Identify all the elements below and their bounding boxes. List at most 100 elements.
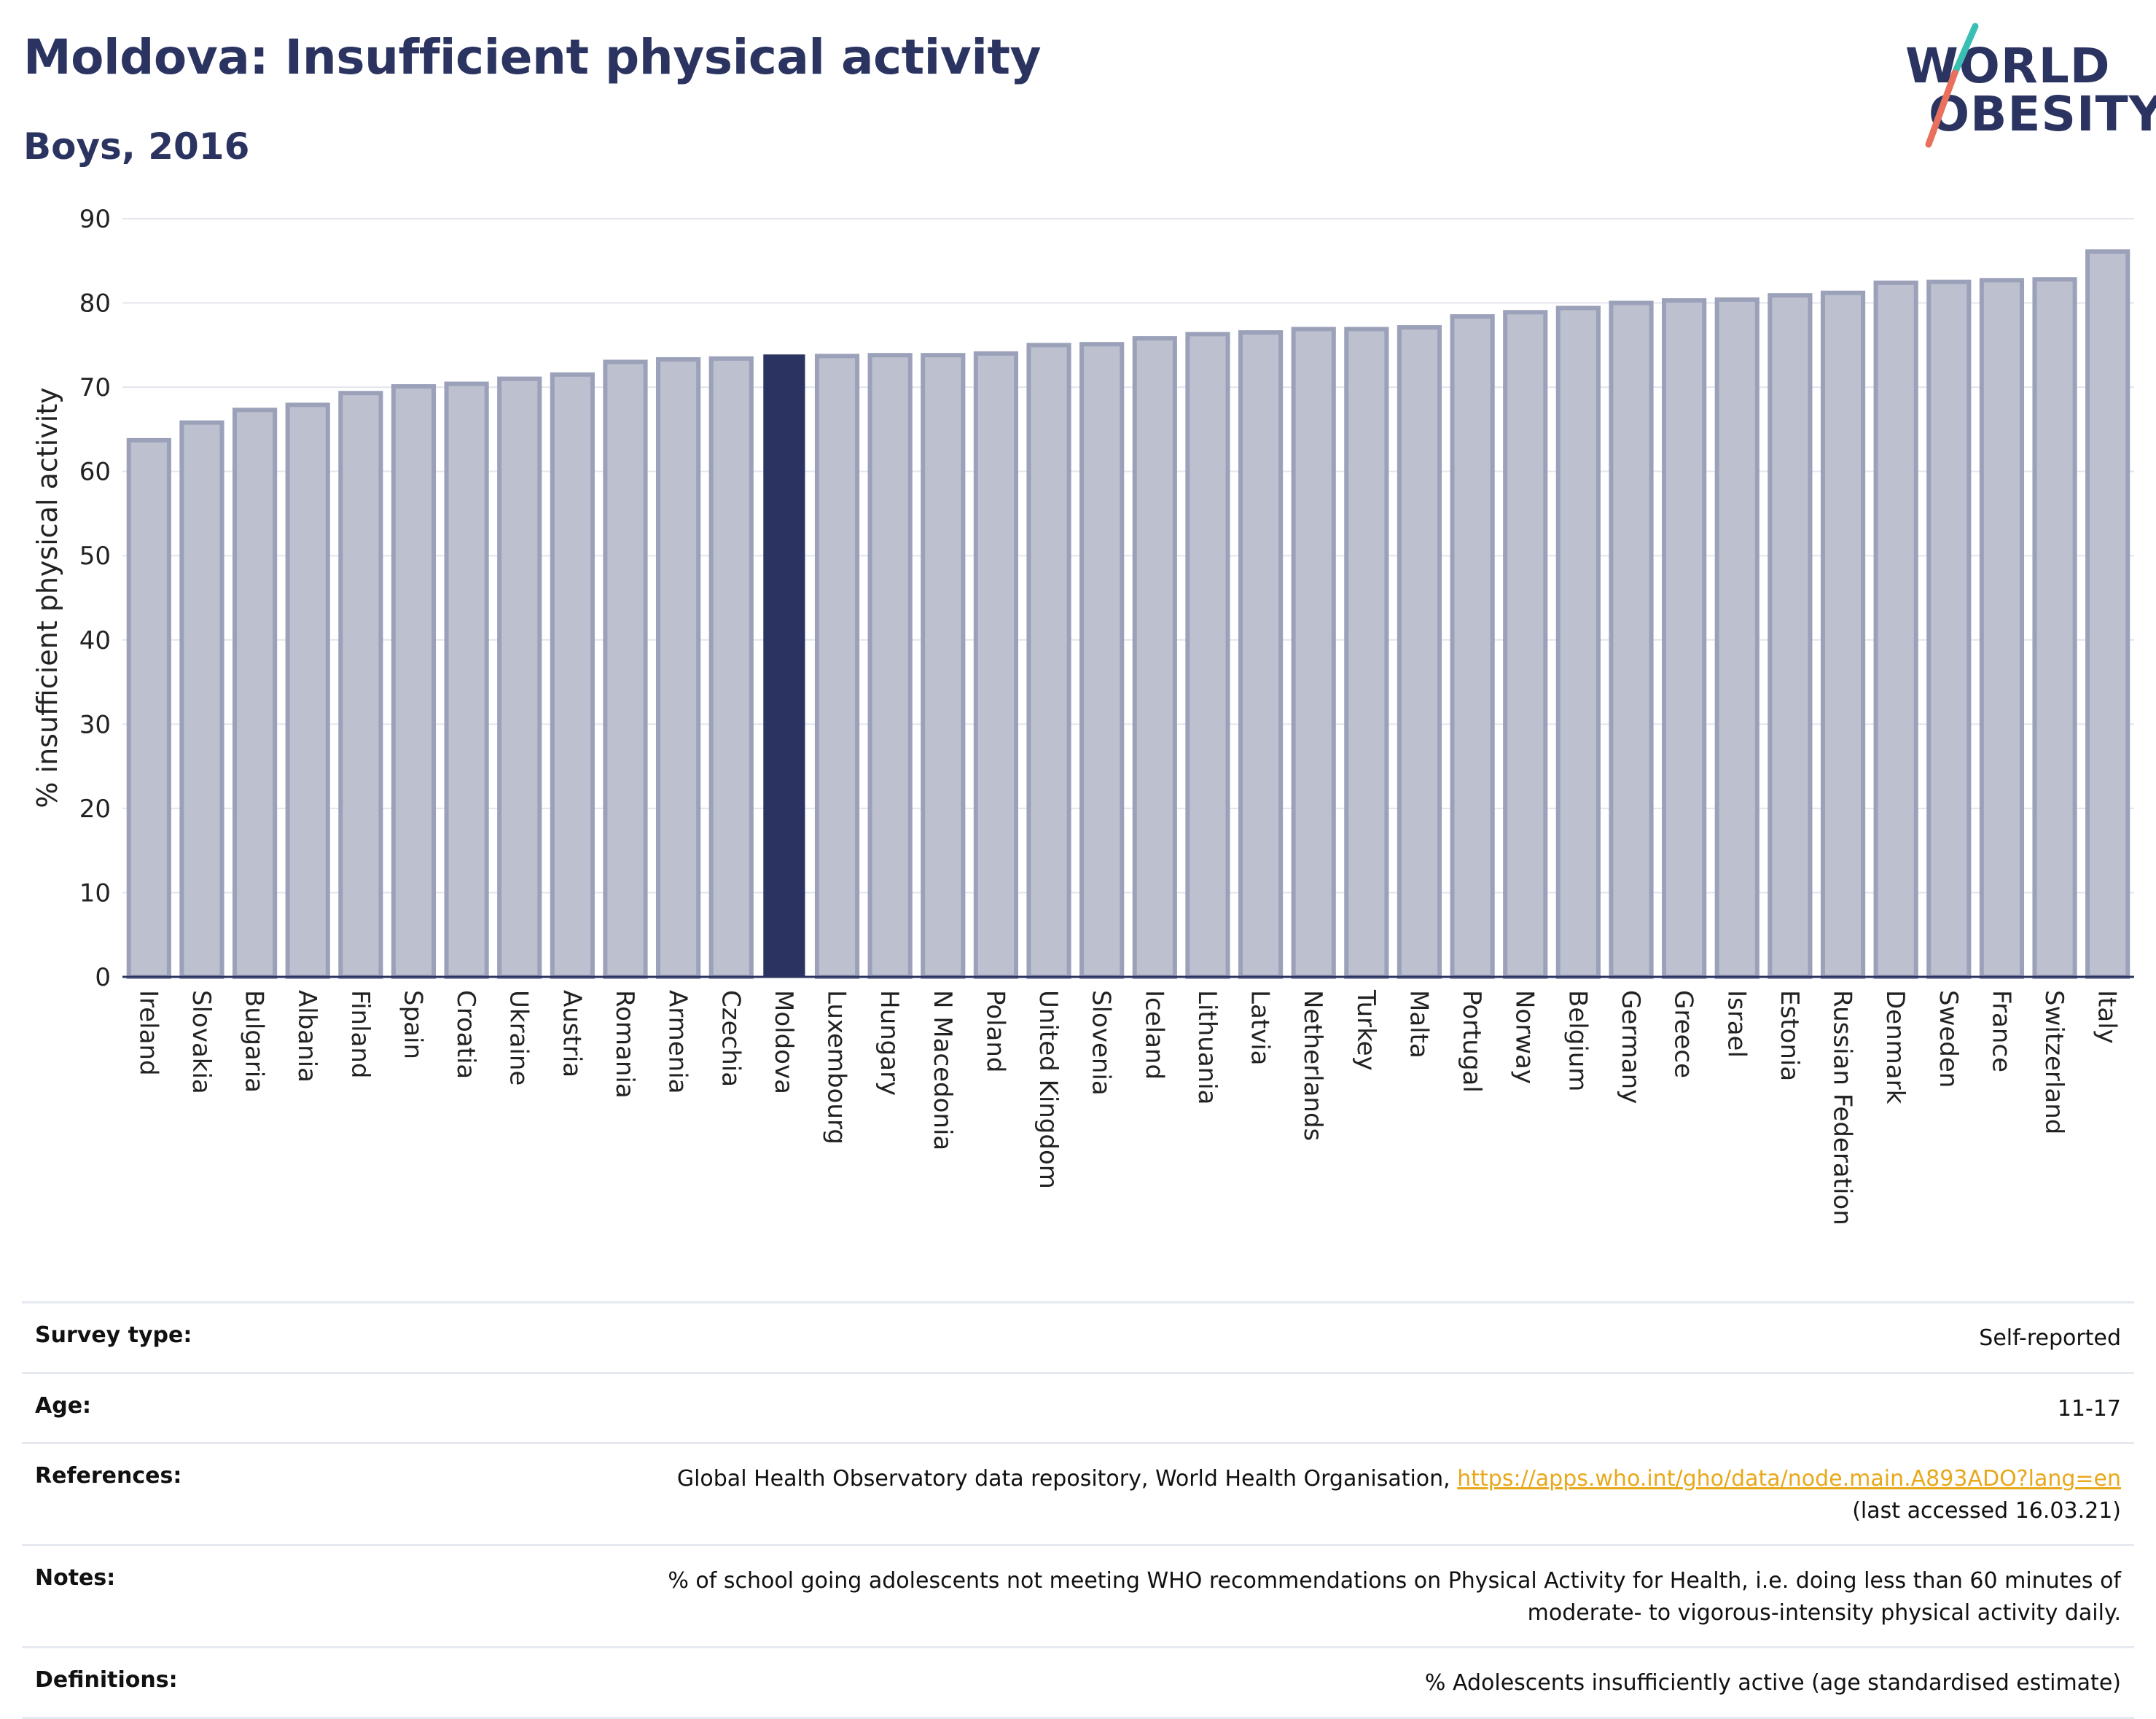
x-tick-label: Lithuania	[1192, 990, 1222, 1104]
bar-chart: 0 10 20 30 40 50 60 70 80 90 % insufficient physic…	[31, 205, 2134, 1225]
y-tick-label: 60	[79, 458, 111, 487]
bar-belgium	[1555, 305, 1601, 979]
x-tick-label: Israel	[1722, 990, 1751, 1058]
bar-switzerland	[2032, 277, 2077, 979]
references-value: Global Health Observatory data repositor…	[677, 1463, 2121, 1527]
bar-ireland	[126, 437, 171, 979]
bar-italy	[2085, 249, 2130, 980]
x-tick-label: Denmark	[1880, 990, 1910, 1104]
logo-slash-icon	[1925, 23, 1979, 148]
bar-iceland	[1132, 336, 1177, 980]
bar-turkey	[1344, 327, 1389, 979]
bar-lithuania	[1185, 332, 1230, 980]
bar-luxembourg	[814, 354, 860, 980]
bar-albania	[285, 402, 330, 979]
y-tick-label: 80	[79, 289, 111, 319]
bar-norway	[1503, 310, 1548, 979]
x-tick-label: Croatia	[451, 990, 480, 1079]
bar-estonia	[1768, 293, 1813, 979]
x-tick-label: Czechia	[716, 990, 745, 1087]
info-row-survey: Survey type: Self-reported	[22, 1301, 2134, 1372]
bar-united-kingdom	[1026, 343, 1071, 980]
x-tick-label: Estonia	[1775, 990, 1804, 1081]
page-title: Moldova: Insufficient physical activity	[23, 29, 1042, 85]
x-tick-label: Netherlands	[1298, 990, 1327, 1141]
bar-poland	[973, 351, 1019, 979]
x-tick-label: Turkey	[1351, 989, 1380, 1071]
y-tick-label: 50	[79, 542, 111, 571]
references-link[interactable]: https://apps.who.int/gho/data/node.main.…	[1457, 1466, 2121, 1492]
bar-slovenia	[1079, 342, 1125, 979]
bar-hungary	[867, 353, 913, 979]
y-axis-title: % insufficient physical activity	[31, 387, 63, 808]
x-tick-label: Switzerland	[2039, 990, 2069, 1134]
logo-word-world: WORLD	[1905, 38, 2111, 94]
x-tick-label: Norway	[1510, 990, 1539, 1084]
y-tick-label: 70	[79, 373, 111, 402]
bar-denmark	[1873, 280, 1918, 980]
bar-armenia	[656, 356, 701, 979]
y-tick-label: 10	[79, 878, 111, 908]
y-tick-label: 20	[79, 795, 111, 824]
x-tick-label: Bulgaria	[240, 990, 269, 1093]
x-tick-label: Italy	[2093, 990, 2122, 1044]
x-tick-label: Finland	[345, 990, 375, 1079]
bar-sweden	[1926, 279, 1972, 979]
bar-bulgaria	[232, 408, 278, 979]
x-tick-label: Slovakia	[187, 990, 216, 1094]
bar-israel	[1714, 297, 1759, 979]
notes-line-1: % of school going adolescents not meetin…	[668, 1568, 2121, 1594]
page-subtitle: Boys, 2016	[23, 125, 250, 168]
logo-word-obesity: OBESITY	[1929, 86, 2156, 142]
bar-germany	[1609, 300, 1654, 980]
x-tick-label: Germany	[1616, 990, 1645, 1104]
x-tick-label: Ireland	[133, 990, 163, 1076]
bar-croatia	[444, 381, 489, 979]
notes-value: % of school going adolescents not meetin…	[668, 1565, 2121, 1629]
y-tick-label: 90	[79, 205, 111, 234]
references-label: References:	[35, 1463, 182, 1489]
x-tick-label: Moldova	[769, 990, 798, 1094]
x-tick-label: Poland	[980, 990, 1009, 1073]
x-tick-label: Latvia	[1246, 990, 1275, 1066]
bar-spain	[391, 383, 437, 979]
x-tick-label: Ukraine	[504, 990, 534, 1085]
x-tick-label: Albania	[292, 990, 321, 1083]
bar-moldova	[763, 354, 805, 978]
info-table: Survey type: Self-reported Age: 11-17 Re…	[22, 1301, 2134, 1719]
bar-slovakia	[179, 420, 224, 979]
bar-finland	[338, 391, 383, 979]
bar-czechia	[708, 356, 754, 980]
x-tick-label: Luxembourg	[822, 990, 851, 1145]
x-tick-label: Armenia	[663, 990, 692, 1094]
bar-france	[1979, 278, 2025, 980]
x-tick-label: Sweden	[1934, 990, 1963, 1088]
bar-n-macedonia	[921, 353, 966, 979]
y-tick-label: 40	[79, 626, 111, 655]
age-label: Age:	[35, 1392, 92, 1419]
notes-line-2: moderate- to vigorous-intensity physical…	[1527, 1599, 2121, 1626]
x-tick-label: Greece	[1669, 990, 1698, 1078]
references-text: Global Health Observatory data repositor…	[676, 1466, 1450, 1492]
survey-type-label: Survey type:	[35, 1322, 192, 1348]
x-tick-label: Iceland	[1139, 990, 1168, 1080]
info-row-notes: Notes: % of school going adolescents not…	[22, 1544, 2134, 1646]
definitions-value: % Adolescents insufficiently active (age…	[1424, 1670, 2121, 1696]
age-value: 11-17	[2057, 1395, 2121, 1422]
x-tick-label: Romania	[610, 990, 639, 1099]
bar-ukraine	[497, 376, 542, 979]
bar-netherlands	[1291, 327, 1336, 979]
y-tick-label: 0	[95, 963, 111, 992]
x-tick-label: Slovenia	[1087, 990, 1116, 1096]
x-tick-label: Belgium	[1563, 990, 1592, 1091]
info-row-references: References: Global Health Observatory da…	[22, 1442, 2134, 1544]
x-tick-label: N Macedonia	[928, 990, 957, 1150]
x-tick-label: Malta	[1404, 990, 1433, 1059]
x-tick-label: Hungary	[875, 990, 904, 1096]
info-row-age: Age: 11-17	[22, 1371, 2134, 1443]
bar-greece	[1662, 298, 1707, 980]
definitions-label: Definitions:	[35, 1667, 178, 1693]
notes-label: Notes:	[35, 1565, 116, 1591]
logo-slash-teal	[1951, 23, 1979, 77]
bar-russian-federation	[1820, 290, 1866, 979]
